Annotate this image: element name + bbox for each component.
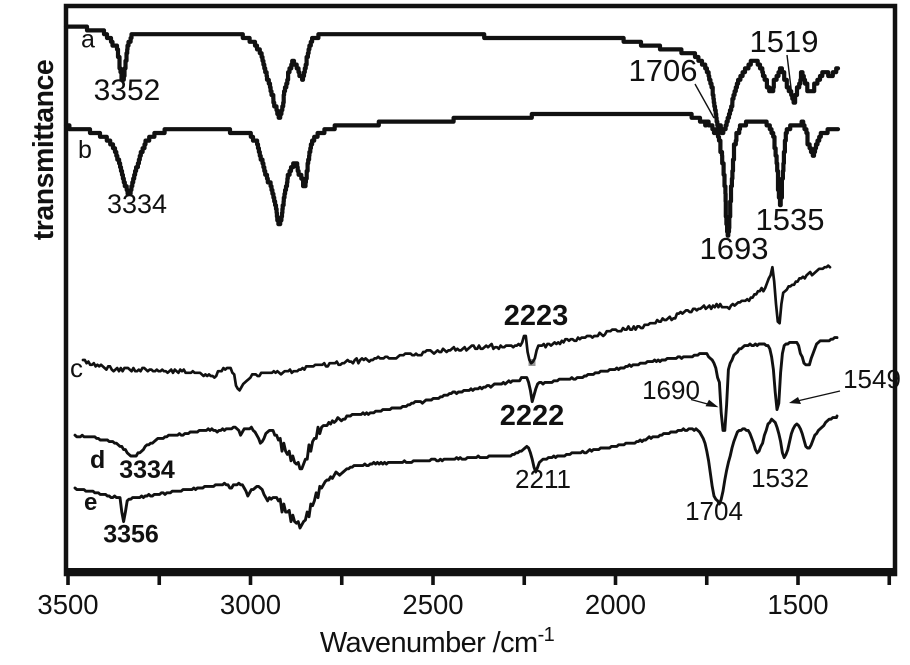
svg-text:1693: 1693 bbox=[700, 231, 769, 266]
svg-text:3334: 3334 bbox=[107, 189, 167, 219]
svg-text:1706: 1706 bbox=[629, 53, 698, 88]
svg-text:3500: 3500 bbox=[37, 589, 98, 620]
svg-text:2223: 2223 bbox=[504, 300, 569, 332]
svg-text:3352: 3352 bbox=[94, 74, 161, 107]
svg-text:2500: 2500 bbox=[402, 589, 463, 620]
svg-text:Wavenumber /cm-1: Wavenumber /cm-1 bbox=[320, 624, 555, 659]
svg-text:c: c bbox=[70, 353, 83, 383]
svg-text:2211: 2211 bbox=[515, 464, 571, 494]
svg-text:1704: 1704 bbox=[685, 496, 743, 526]
svg-text:e: e bbox=[84, 489, 97, 516]
svg-text:d: d bbox=[90, 446, 105, 474]
svg-text:1549: 1549 bbox=[843, 364, 901, 394]
svg-text:3000: 3000 bbox=[220, 589, 281, 620]
svg-text:2000: 2000 bbox=[585, 589, 646, 620]
svg-text:b: b bbox=[78, 136, 92, 164]
svg-text:3334: 3334 bbox=[119, 456, 175, 484]
svg-text:3356: 3356 bbox=[103, 521, 159, 549]
svg-text:a: a bbox=[81, 26, 95, 54]
svg-text:1690: 1690 bbox=[642, 375, 700, 405]
svg-text:1500: 1500 bbox=[767, 589, 828, 620]
svg-text:1535: 1535 bbox=[756, 202, 825, 237]
svg-text:transmittance: transmittance bbox=[28, 60, 60, 240]
svg-text:1519: 1519 bbox=[750, 24, 819, 59]
svg-text:1532: 1532 bbox=[751, 463, 809, 493]
svg-text:2222: 2222 bbox=[500, 400, 565, 432]
